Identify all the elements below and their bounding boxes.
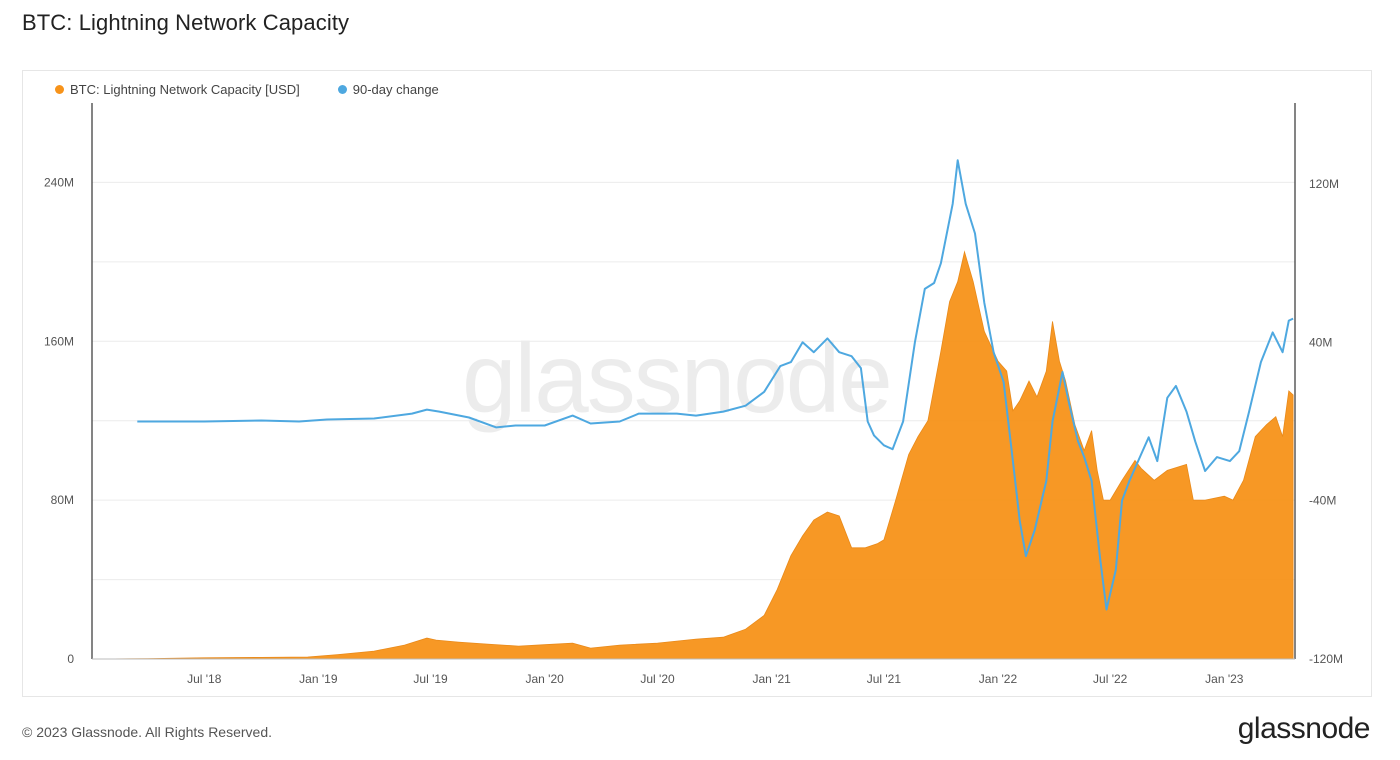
tick-layer: 0 80M 160M 240M -120M -40M 40M 120M Jul '18 Jan '…: [44, 175, 1343, 686]
x-tick-label: Jul '18: [187, 672, 222, 686]
axis-layer: [91, 103, 1296, 660]
capacity-area: [100, 250, 1294, 660]
y-right-tick-label: -120M: [1309, 652, 1343, 666]
x-tick-label: Jan '21: [752, 672, 791, 686]
legend-dot-capacity: [55, 85, 64, 94]
glassnode-logo: glassnode: [1237, 712, 1371, 745]
legend-item-change[interactable]: 90-day change: [337, 82, 439, 97]
x-tick-label: Jul '21: [867, 672, 902, 686]
legend-item-capacity[interactable]: BTC: Lightning Network Capacity [USD]: [55, 82, 300, 97]
y-right-tick-label: 40M: [1309, 335, 1332, 349]
chart-legend: BTC: Lightning Network Capacity [USD] 90…: [55, 82, 439, 97]
y-left-tick-label: 0: [67, 652, 74, 666]
area-layer: [100, 250, 1294, 660]
x-tick-label: Jul '19: [413, 672, 448, 686]
y-left-tick-label: 240M: [44, 175, 74, 189]
change-line: [137, 159, 1294, 611]
page-title: BTC: Lightning Network Capacity: [22, 10, 350, 35]
x-tick-label: Jan '19: [299, 672, 338, 686]
x-tick-label: Jul '22: [1093, 672, 1128, 686]
x-tick-label: Jan '22: [979, 672, 1018, 686]
y-right-tick-label: 120M: [1309, 177, 1339, 191]
legend-label-capacity: BTC: Lightning Network Capacity [USD]: [70, 82, 300, 97]
x-tick-label: Jul '20: [640, 672, 675, 686]
y-right-tick-label: -40M: [1309, 494, 1336, 508]
legend-dot-change: [337, 85, 347, 94]
x-tick-label: Jan '20: [526, 672, 565, 686]
legend-label-change: 90-day change: [352, 82, 439, 97]
x-tick-label: Jan '23: [1205, 672, 1244, 686]
y-left-tick-label: 160M: [44, 334, 74, 348]
line-layer: [137, 159, 1294, 611]
copyright-text: © 2023 Glassnode. All Rights Reserved.: [22, 724, 273, 740]
y-left-tick-label: 80M: [51, 493, 74, 507]
